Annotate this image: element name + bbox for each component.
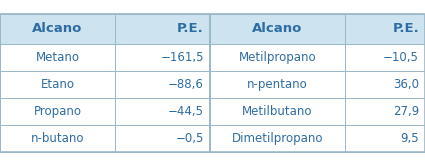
Text: Dimetilpropano: Dimetilpropano	[232, 132, 323, 145]
Text: Metilpropano: Metilpropano	[239, 51, 316, 64]
Text: Metilbutano: Metilbutano	[242, 105, 313, 118]
Text: Propano: Propano	[34, 105, 82, 118]
Text: n-pentano: n-pentano	[247, 78, 308, 91]
Text: 9,5: 9,5	[400, 132, 419, 145]
Text: −44,5: −44,5	[168, 105, 204, 118]
Text: 36,0: 36,0	[393, 78, 419, 91]
Text: P.E.: P.E.	[177, 23, 204, 36]
Text: 27,9: 27,9	[393, 105, 419, 118]
Text: −0,5: −0,5	[176, 132, 204, 145]
Text: Alcano: Alcano	[32, 23, 83, 36]
Text: −88,6: −88,6	[168, 78, 204, 91]
Text: P.E.: P.E.	[392, 23, 419, 36]
Text: Metano: Metano	[36, 51, 79, 64]
Text: Alcano: Alcano	[252, 23, 303, 36]
Text: n-butano: n-butano	[31, 132, 84, 145]
Text: −10,5: −10,5	[383, 51, 419, 64]
Text: Etano: Etano	[40, 78, 74, 91]
Text: −161,5: −161,5	[161, 51, 204, 64]
